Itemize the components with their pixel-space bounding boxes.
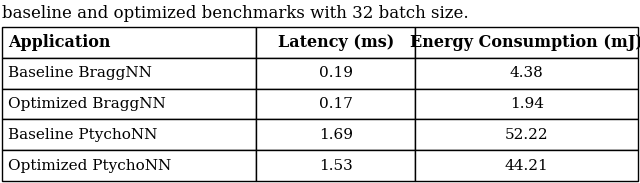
Text: 1.53: 1.53 (319, 159, 353, 173)
Bar (2, 58, 257, 89)
Text: Baseline PtychoNN: Baseline PtychoNN (8, 128, 158, 142)
Text: Energy Consumption (mJ): Energy Consumption (mJ) (410, 34, 640, 51)
Bar (2, 27, 257, 58)
Text: Baseline BraggNN: Baseline BraggNN (8, 66, 152, 80)
Bar (257, 89, 415, 119)
Text: Application: Application (8, 34, 111, 51)
Text: 0.17: 0.17 (319, 97, 353, 111)
Bar (415, 150, 638, 181)
Bar (257, 119, 415, 150)
Bar (2, 150, 257, 181)
Text: Optimized PtychoNN: Optimized PtychoNN (8, 159, 172, 173)
Text: 44.21: 44.21 (505, 159, 548, 173)
Text: 1.69: 1.69 (319, 128, 353, 142)
Text: 52.22: 52.22 (505, 128, 548, 142)
Bar (257, 58, 415, 89)
Text: baseline and optimized benchmarks with 32 batch size.: baseline and optimized benchmarks with 3… (2, 5, 468, 22)
Bar (257, 150, 415, 181)
Bar (2, 89, 257, 119)
Bar (2, 119, 257, 150)
Text: 0.19: 0.19 (319, 66, 353, 80)
Bar (415, 89, 638, 119)
Text: 4.38: 4.38 (510, 66, 543, 80)
Bar (415, 27, 638, 58)
Bar (257, 27, 415, 58)
Bar (415, 58, 638, 89)
Text: 1.94: 1.94 (509, 97, 544, 111)
Text: Latency (ms): Latency (ms) (278, 34, 394, 51)
Text: Optimized BraggNN: Optimized BraggNN (8, 97, 166, 111)
Bar (415, 119, 638, 150)
